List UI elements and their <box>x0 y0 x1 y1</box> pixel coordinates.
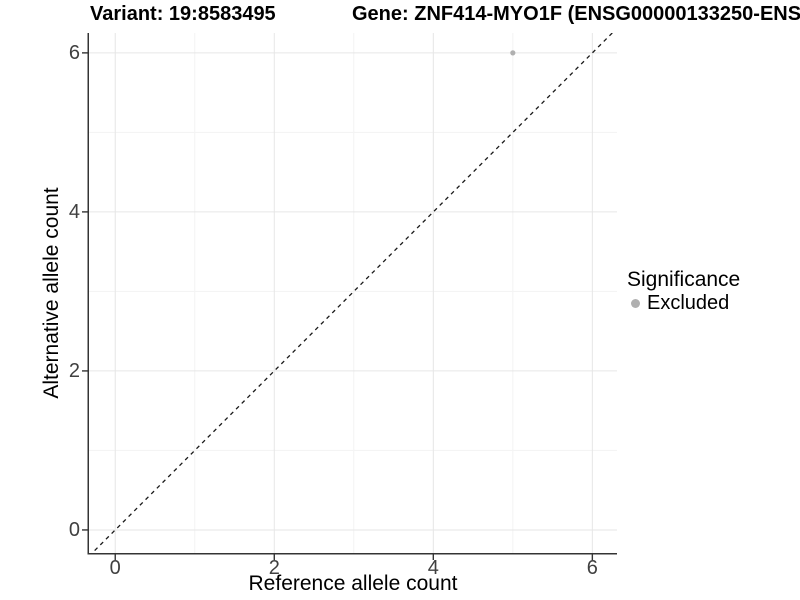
legend-item-label: Excluded <box>647 292 730 314</box>
plot-title-gene: Gene: ZNF414-MYO1F (ENSG00000133250-ENS <box>352 3 800 25</box>
gridlines-major <box>89 33 617 553</box>
y-tick-label: 0 <box>68 518 80 541</box>
y-axis-title: Alternative allele count <box>40 187 63 399</box>
y-tick-label: 2 <box>68 359 80 382</box>
identity-dashed-line <box>91 33 614 553</box>
plot-title-variant: Variant: 19:8583495 <box>90 3 276 25</box>
axis-lines <box>82 33 617 560</box>
gridlines-minor <box>89 33 617 553</box>
x-tick-label: 2 <box>268 557 280 579</box>
identity-dashed-line-group <box>91 33 614 553</box>
legend-point-icon <box>631 299 640 308</box>
y-tick-label: 4 <box>68 200 80 223</box>
x-tick-label: 6 <box>586 557 598 579</box>
data-point <box>510 50 516 56</box>
x-axis-title: Reference allele count <box>248 572 458 595</box>
legend: Significance Excluded <box>627 268 740 315</box>
legend-item-excluded: Excluded <box>631 292 740 315</box>
data-points <box>510 50 516 56</box>
y-tick-label: 6 <box>68 41 80 64</box>
plot-panel <box>82 33 617 560</box>
legend-title: Significance <box>627 268 741 291</box>
x-tick-label: 4 <box>427 557 439 579</box>
plot-svg <box>82 33 617 560</box>
x-tick-label: 0 <box>109 557 121 579</box>
